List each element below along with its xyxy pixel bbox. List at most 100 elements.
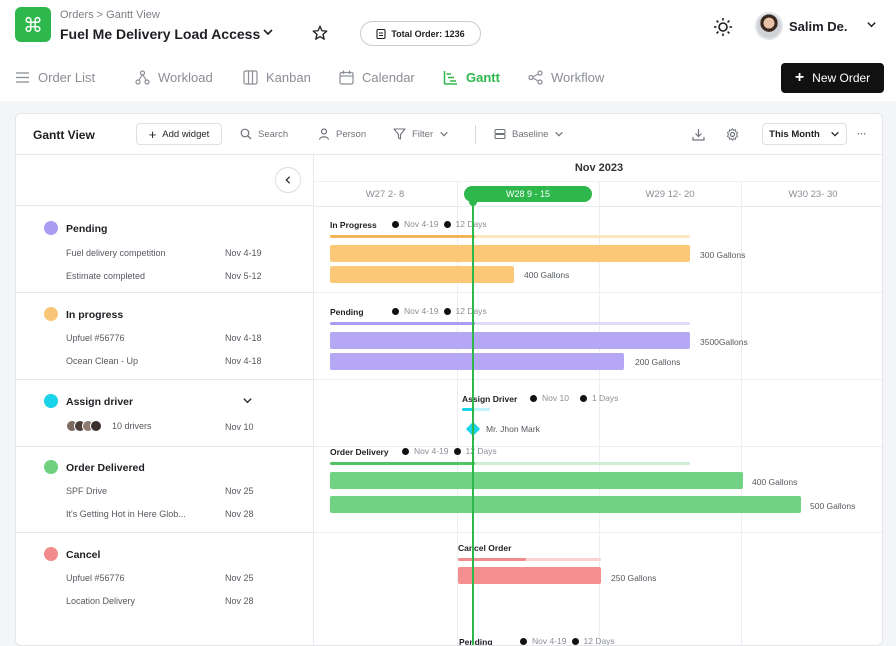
group-name[interactable]: Cancel (66, 549, 101, 561)
task-name[interactable]: Upfuel #56776 (66, 573, 125, 583)
row-divider (314, 446, 882, 447)
person-button[interactable]: Person (318, 123, 366, 145)
tab-label: Kanban (266, 70, 311, 85)
user-name[interactable]: Salim De. (789, 19, 848, 34)
gantt-bar[interactable] (330, 245, 690, 262)
group-name[interactable]: Assign driver (66, 396, 134, 408)
group-name[interactable]: Order Delivered (66, 462, 145, 474)
avatar[interactable] (755, 12, 783, 40)
status-dot-order-delivered (44, 460, 58, 474)
gear-icon (726, 127, 739, 141)
plus-icon: + (794, 69, 805, 86)
tab-kanban[interactable]: Kanban (243, 70, 311, 85)
task-name[interactable]: SPF Drive (66, 486, 108, 496)
task-name[interactable]: Ocean Clean - Up (66, 356, 139, 366)
chevron-left-icon (285, 176, 291, 184)
breadcrumb[interactable]: Orders > Gantt View (60, 9, 160, 21)
task-name[interactable]: It's Getting Hot in Here Glob... (66, 509, 186, 519)
period-select[interactable]: This Month (762, 123, 847, 145)
task-name[interactable]: Location Delivery (66, 596, 136, 606)
gantt-bar[interactable] (330, 332, 690, 349)
status-dot-in-progress (44, 307, 58, 321)
today-marker-icon (469, 198, 477, 206)
group-name[interactable]: Pending (66, 223, 108, 235)
bullet-icon (392, 307, 399, 315)
clipboard-icon (376, 28, 386, 39)
app-logo-icon[interactable]: ⌘ (15, 7, 51, 42)
gantt-bar[interactable] (330, 353, 624, 370)
row-divider (314, 292, 882, 293)
settings-button[interactable] (726, 123, 739, 145)
timeline-weeks: W27 2- 8 W28 9 - 15 W29 12- 20 W30 23- 3… (314, 181, 882, 207)
list-icon (16, 72, 29, 83)
driver-count[interactable]: 10 drivers (112, 421, 152, 431)
bar-value: 3500Gallons (700, 337, 748, 347)
gantt-toolbar: Gantt View + Add widget Search Person Fi… (16, 114, 882, 155)
gantt-card: Gantt View + Add widget Search Person Fi… (15, 113, 883, 646)
gantt-bar[interactable] (458, 567, 601, 584)
week-label[interactable]: W29 12- 20 (645, 189, 695, 200)
add-widget-label: Add widget (162, 128, 210, 140)
bar-group-meta: Nov 4-19 12 Days (520, 636, 615, 646)
tab-workflow[interactable]: Workflow (528, 70, 604, 85)
search-button[interactable]: Search (240, 123, 288, 145)
bar-group-label: Assign Driver (462, 394, 518, 404)
tab-order-list[interactable]: Order List (15, 70, 95, 85)
task-name[interactable]: Fuel delivery competition (66, 248, 166, 258)
bar-group-label: Cancel Order (458, 543, 512, 553)
tab-label: Gantt (466, 70, 500, 85)
progress-track (462, 408, 490, 411)
chevron-down-icon[interactable] (262, 26, 274, 41)
bar-group-meta: Nov 4-19 12 Days (392, 219, 487, 229)
date-range: Nov 10 (542, 393, 569, 403)
avatar (90, 420, 102, 432)
week-label-current[interactable]: W28 9 - 15 (464, 186, 592, 202)
row-divider (16, 379, 314, 380)
download-icon (692, 128, 705, 141)
today-line (472, 201, 474, 645)
bar-value: 250 Gallons (611, 573, 657, 583)
plus-icon: + (148, 126, 157, 142)
more-icon[interactable]: ··· (857, 128, 867, 140)
download-button[interactable] (692, 123, 705, 145)
gantt-timeline: Nov 2023 W27 2- 8 W28 9 - 15 W29 12- 20 … (314, 155, 882, 646)
week-gridline (599, 181, 600, 645)
task-date: Nov 10 (225, 422, 254, 432)
group-name[interactable]: In progress (66, 309, 124, 321)
row-divider (314, 532, 882, 533)
star-icon[interactable] (311, 24, 329, 42)
tab-gantt[interactable]: Gantt (443, 70, 500, 85)
task-date: Nov 28 (225, 509, 254, 519)
tab-calendar[interactable]: Calendar (339, 70, 415, 85)
baseline-button[interactable]: Baseline (494, 123, 564, 145)
task-name[interactable]: Upfuel #56776 (66, 333, 125, 343)
tab-workload[interactable]: Workload (135, 70, 213, 85)
bullet-icon (530, 394, 537, 402)
progress-fill (330, 235, 475, 238)
gantt-bar[interactable] (330, 472, 743, 489)
filter-button[interactable]: Filter (393, 123, 449, 145)
project-title[interactable]: Fuel Me Delivery Load Access (60, 26, 261, 42)
task-name[interactable]: Estimate completed (66, 271, 146, 281)
week-label[interactable]: W30 23- 30 (788, 189, 838, 200)
date-range: Nov 4-19 (532, 636, 567, 646)
add-widget-button[interactable]: + Add widget (136, 123, 222, 145)
tab-label: Calendar (362, 70, 415, 85)
new-order-button[interactable]: + New Order (781, 63, 884, 93)
gantt-bar[interactable] (330, 266, 514, 283)
sun-icon[interactable] (713, 17, 733, 37)
progress-track (330, 322, 690, 325)
bar-value: 200 Gallons (635, 357, 681, 367)
week-label[interactable]: W27 2- 8 (365, 189, 405, 200)
search-icon (240, 128, 252, 140)
progress-track (458, 558, 601, 561)
chevron-down-icon[interactable] (242, 395, 253, 409)
gantt-bar[interactable] (330, 496, 801, 513)
total-order-badge[interactable]: Total Order: 1236 (360, 21, 481, 46)
task-date: Nov 5-12 (225, 271, 262, 281)
collapse-panel-button[interactable] (275, 167, 301, 193)
progress-track (330, 235, 690, 238)
progress-fill (458, 558, 526, 561)
bar-value: 500 Gallons (810, 501, 856, 511)
chevron-down-icon[interactable] (866, 19, 877, 33)
